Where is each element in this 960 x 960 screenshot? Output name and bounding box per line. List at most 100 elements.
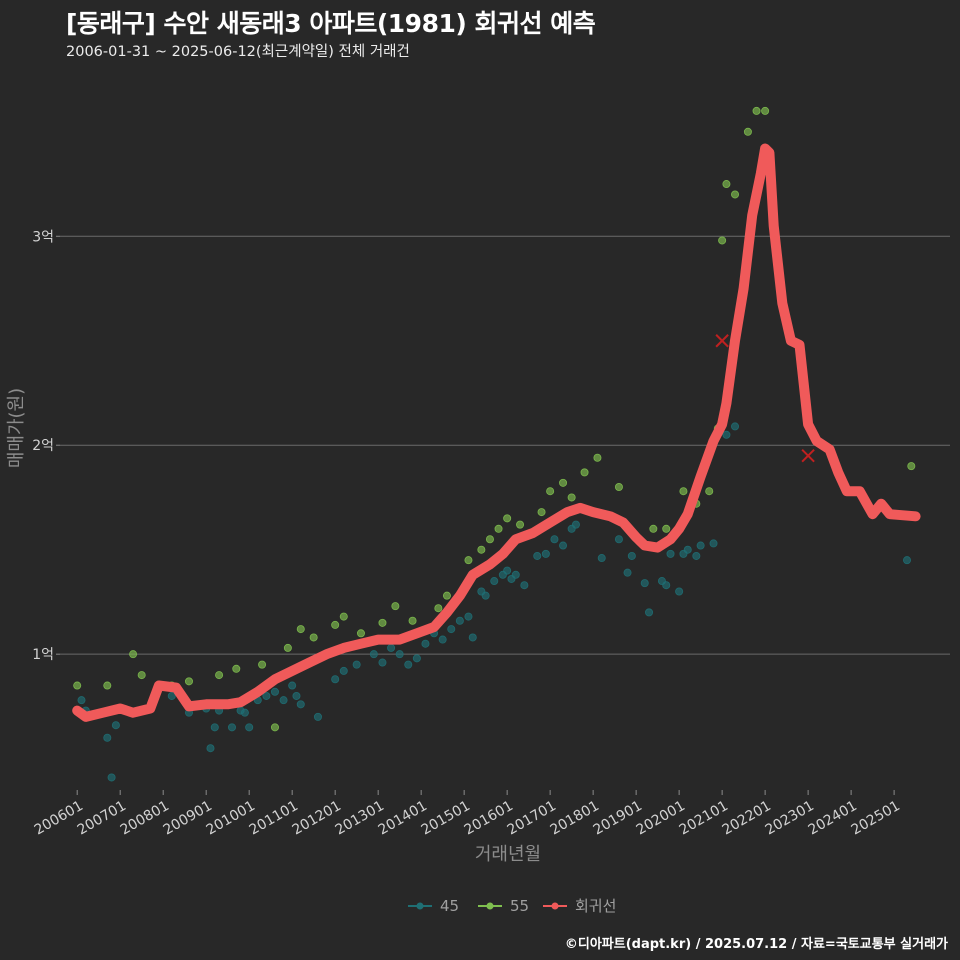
data-point-55 — [705, 487, 714, 496]
x-tick-label: 200701 — [75, 798, 129, 839]
data-point-55 — [296, 625, 305, 634]
x-tick-label: 201401 — [376, 798, 430, 839]
x-tick-label: 202201 — [720, 798, 774, 839]
chart-title: [동래구] 수안 새동래3 아파트(1981) 회귀선 예측 — [66, 9, 596, 38]
data-point-45 — [675, 587, 684, 596]
x-axis-title: 거래년월 — [475, 844, 541, 865]
data-point-55 — [137, 671, 146, 680]
data-point-45 — [614, 535, 623, 544]
data-point-45 — [490, 577, 499, 586]
data-point-45 — [339, 666, 348, 675]
data-point-45 — [262, 691, 271, 700]
y-axis-title: 매매가(원) — [6, 388, 27, 468]
data-point-45 — [455, 616, 464, 625]
data-point-55 — [129, 650, 138, 659]
data-point-45 — [503, 566, 512, 575]
series-regression-line — [72, 143, 921, 722]
x-tick-label: 201301 — [333, 798, 387, 839]
regression-marker — [801, 448, 815, 463]
data-point-45 — [533, 551, 542, 560]
data-point-55 — [614, 483, 623, 492]
data-point-55 — [339, 612, 348, 621]
data-point-55 — [731, 190, 740, 199]
data-point-55 — [477, 545, 486, 554]
data-point-55 — [679, 487, 688, 496]
data-point-55 — [593, 453, 602, 462]
x-tick-label: 200801 — [118, 798, 172, 839]
data-point-55 — [184, 677, 193, 686]
data-point-55 — [391, 602, 400, 611]
data-point-55 — [485, 535, 494, 544]
x-tick-label: 201801 — [548, 798, 602, 839]
data-point-45 — [421, 639, 430, 648]
x-tick-label: 200901 — [161, 798, 215, 839]
data-point-45 — [722, 430, 731, 439]
data-point-45 — [292, 691, 301, 700]
data-point-45 — [240, 708, 249, 717]
data-point-45 — [559, 541, 568, 550]
data-point-45 — [520, 581, 529, 590]
data-point-45 — [511, 570, 520, 579]
series-regression-markers — [715, 334, 815, 463]
regression-marker — [715, 334, 729, 348]
data-point-45 — [447, 625, 456, 634]
data-point-55 — [258, 660, 267, 669]
legend-label: 55 — [510, 897, 529, 915]
x-axis: 2006012007012008012009012010012011012012… — [32, 790, 903, 838]
legend: 45 55 회귀선 — [408, 897, 616, 915]
chart-subtitle: 2006-01-31 ~ 2025-06-12(최근계약일) 전체 거래건 — [66, 44, 410, 60]
data-point-45 — [571, 520, 580, 529]
data-point-55 — [743, 127, 752, 136]
data-point-45 — [903, 556, 912, 565]
data-point-55 — [546, 487, 555, 496]
data-point-55 — [907, 462, 916, 471]
data-point-45 — [77, 696, 86, 705]
x-tick-label: 202501 — [849, 798, 903, 839]
x-tick-label: 201201 — [290, 798, 344, 839]
data-point-55 — [309, 633, 318, 642]
x-tick-label: 202001 — [634, 798, 688, 839]
data-point-55 — [378, 618, 387, 627]
data-point-55 — [752, 106, 761, 115]
data-point-55 — [356, 629, 365, 638]
series-45-points — [77, 422, 912, 782]
x-tick-label: 200601 — [32, 798, 86, 839]
data-point-55 — [434, 604, 443, 613]
data-point-55 — [718, 236, 727, 245]
data-point-45 — [103, 733, 112, 742]
x-tick-label: 202301 — [763, 798, 817, 839]
data-point-55 — [649, 524, 658, 533]
data-point-55 — [270, 723, 279, 732]
legend-swatch-dot — [486, 902, 494, 910]
data-point-45 — [369, 650, 378, 659]
data-point-45 — [709, 539, 718, 548]
legend-swatch-dot — [416, 902, 424, 910]
legend-label: 45 — [440, 897, 459, 915]
data-point-45 — [352, 660, 361, 669]
data-point-55 — [283, 643, 292, 652]
data-point-45 — [666, 549, 675, 558]
data-point-55 — [408, 616, 417, 625]
legend-swatch-dot — [551, 902, 559, 910]
data-point-45 — [245, 723, 254, 732]
x-tick-label: 201101 — [247, 798, 301, 839]
data-point-55 — [464, 556, 473, 565]
data-point-55 — [567, 493, 576, 502]
data-point-55 — [662, 524, 671, 533]
data-point-45 — [313, 712, 322, 721]
data-point-45 — [645, 608, 654, 617]
data-point-55 — [516, 520, 525, 529]
data-point-45 — [412, 654, 421, 663]
series-55-points — [73, 106, 916, 732]
data-point-45 — [210, 723, 219, 732]
x-tick-label: 201001 — [204, 798, 258, 839]
grid-lines — [60, 235, 950, 655]
data-point-45 — [378, 658, 387, 667]
y-tick-label: 3억 — [32, 229, 54, 245]
data-point-45 — [597, 554, 606, 563]
x-tick-label: 202101 — [677, 798, 731, 839]
data-point-45 — [468, 633, 477, 642]
data-point-45 — [107, 773, 116, 782]
data-point-55 — [215, 671, 224, 680]
data-point-55 — [232, 664, 241, 673]
